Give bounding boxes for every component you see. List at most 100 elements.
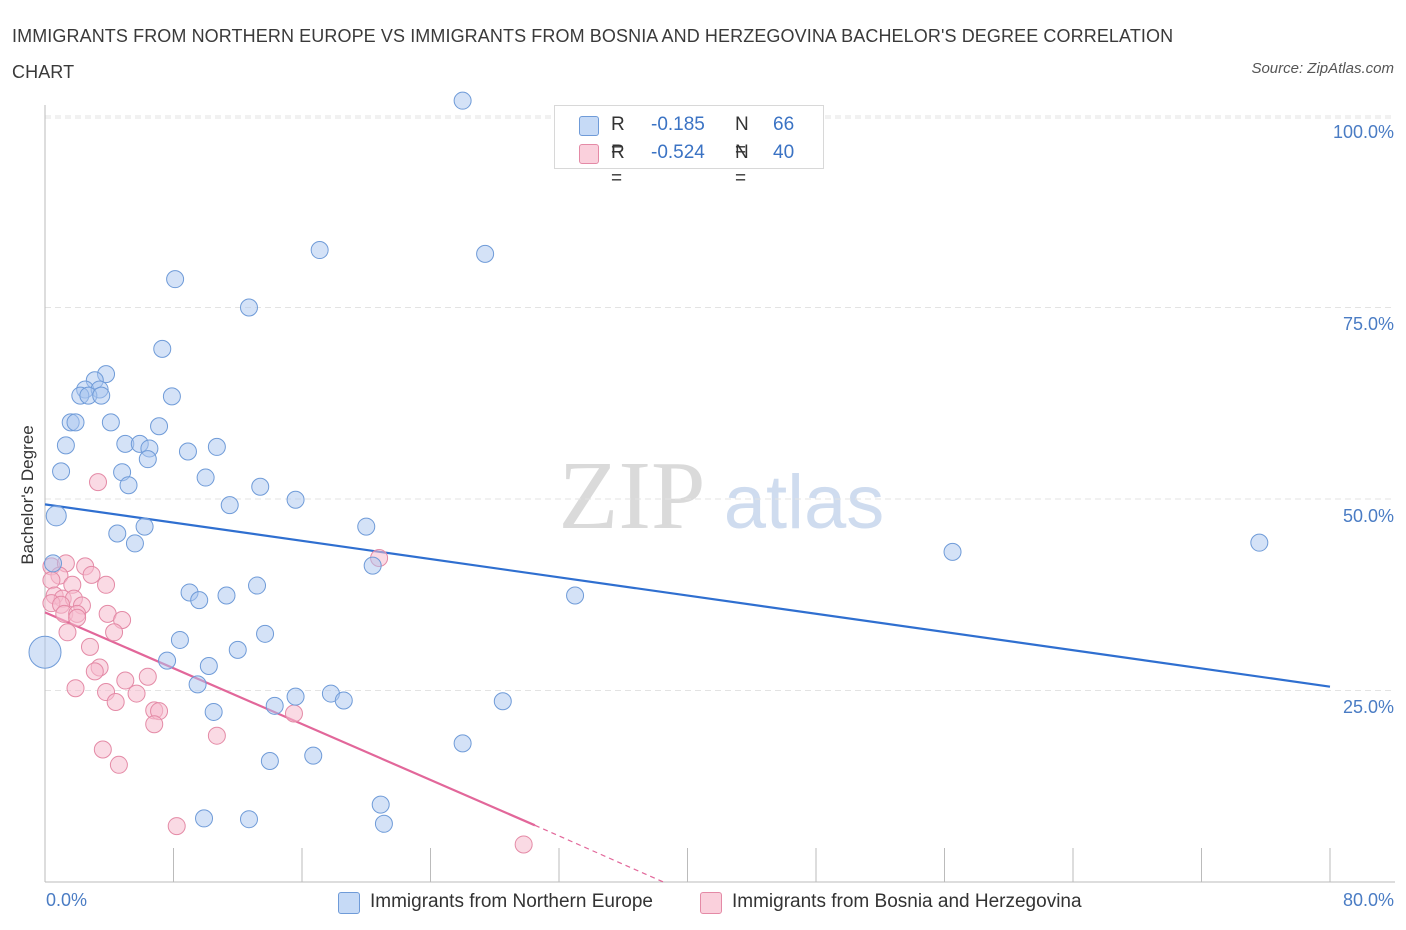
data-point-bosnia xyxy=(66,679,85,698)
data-point-northern-europe xyxy=(153,339,172,358)
data-point-bosnia xyxy=(105,623,124,642)
data-point-northern-europe xyxy=(195,809,214,828)
legend-r-value: -0.185 xyxy=(651,114,705,135)
data-point-bosnia xyxy=(42,571,61,590)
source-label: Source: ZipAtlas.com xyxy=(1251,60,1394,77)
data-point-northern-europe xyxy=(170,630,189,649)
data-point-bosnia xyxy=(109,755,128,774)
data-point-bosnia xyxy=(116,671,135,690)
data-point-bosnia xyxy=(68,608,87,627)
y-axis-label: Bachelor's Degree xyxy=(18,425,37,565)
y-tick-50: 50.0% xyxy=(1342,506,1394,526)
watermark-zip: ZIP xyxy=(559,442,706,550)
x-tick-max: 80.0% xyxy=(1342,890,1394,910)
trendline-northern-europe xyxy=(44,503,1331,688)
data-point-northern-europe xyxy=(217,586,236,605)
legend-r-value: -0.524 xyxy=(651,142,705,163)
trendline-bosnia-extension xyxy=(534,824,664,883)
data-point-northern-europe xyxy=(204,702,223,721)
watermark: ZIP atlas xyxy=(559,442,885,550)
data-point-bosnia xyxy=(80,637,99,656)
data-point-northern-europe xyxy=(108,524,127,543)
data-point-northern-europe xyxy=(199,656,218,675)
data-point-northern-europe xyxy=(265,696,284,715)
data-point-bosnia xyxy=(167,817,186,836)
legend-n-label: N = xyxy=(735,114,749,161)
legend-r-label: R = xyxy=(611,114,625,161)
legend-n-label: N = xyxy=(735,142,749,189)
data-point-northern-europe xyxy=(45,505,67,527)
y-tick-25: 25.0% xyxy=(1342,697,1394,717)
data-point-northern-europe xyxy=(453,91,472,110)
axes xyxy=(44,105,1395,883)
points xyxy=(28,91,1269,854)
data-point-northern-europe xyxy=(28,635,62,669)
data-point-northern-europe xyxy=(286,490,305,509)
watermark-atlas: atlas xyxy=(724,460,885,545)
data-point-northern-europe xyxy=(357,517,376,536)
data-point-northern-europe xyxy=(135,517,154,536)
data-point-northern-europe xyxy=(371,795,390,814)
data-point-northern-europe xyxy=(150,417,169,436)
data-point-northern-europe xyxy=(52,462,71,481)
data-point-northern-europe xyxy=(493,692,512,711)
data-point-northern-europe xyxy=(228,640,247,659)
data-point-northern-europe xyxy=(248,576,267,595)
data-point-northern-europe xyxy=(310,241,329,260)
data-point-northern-europe xyxy=(166,270,185,289)
data-point-northern-europe xyxy=(260,751,279,770)
data-point-northern-europe xyxy=(453,734,472,753)
data-point-northern-europe xyxy=(1250,533,1269,552)
data-point-bosnia xyxy=(145,715,164,734)
data-point-bosnia xyxy=(85,662,104,681)
data-point-northern-europe xyxy=(119,476,138,495)
data-point-northern-europe xyxy=(943,542,962,561)
data-point-northern-europe xyxy=(158,651,177,670)
series-label-bosnia: Immigrants from Bosnia and Herzegovina xyxy=(732,891,1082,912)
data-point-bosnia xyxy=(97,575,116,594)
data-point-northern-europe xyxy=(207,437,226,456)
data-point-northern-europe xyxy=(162,387,181,406)
trendlines xyxy=(44,503,1331,883)
data-point-bosnia xyxy=(284,704,303,723)
data-point-northern-europe xyxy=(239,298,258,317)
data-point-northern-europe xyxy=(56,436,75,455)
data-point-northern-europe xyxy=(251,477,270,496)
legend-n-value: 66 xyxy=(773,114,795,135)
x-tick-min: 0.0% xyxy=(46,890,88,910)
data-point-northern-europe xyxy=(476,244,495,263)
data-point-bosnia xyxy=(207,726,226,745)
data-point-northern-europe xyxy=(196,468,215,487)
data-point-northern-europe xyxy=(178,442,197,461)
legend-swatch-pink xyxy=(579,144,599,164)
data-point-northern-europe xyxy=(101,413,120,432)
data-point-bosnia xyxy=(514,835,533,854)
data-point-northern-europe xyxy=(239,810,258,829)
data-point-northern-europe xyxy=(286,687,305,706)
legend-n-value: 40 xyxy=(773,142,795,163)
data-point-northern-europe xyxy=(44,554,63,573)
data-point-bosnia xyxy=(58,623,77,642)
correlation-legend: R = -0.185 N = 66 R = -0.524 N = 40 xyxy=(554,105,824,189)
data-point-northern-europe xyxy=(304,746,323,765)
data-point-northern-europe xyxy=(256,624,275,643)
data-point-northern-europe xyxy=(66,413,85,432)
data-point-northern-europe xyxy=(334,691,353,710)
legend-swatch-blue xyxy=(579,116,599,136)
data-point-northern-europe xyxy=(138,450,157,469)
y-tick-75: 75.0% xyxy=(1342,314,1394,334)
data-point-bosnia xyxy=(127,684,146,703)
series-swatch-pink xyxy=(700,892,722,914)
y-tick-100: 100.0% xyxy=(1332,122,1394,142)
data-point-northern-europe xyxy=(125,534,144,553)
data-point-bosnia xyxy=(82,565,101,584)
chart-title: IMMIGRANTS FROM NORTHERN EUROPE VS IMMIG… xyxy=(12,26,1174,82)
series-label-northern-europe: Immigrants from Northern Europe xyxy=(370,891,653,912)
data-point-northern-europe xyxy=(92,386,111,405)
data-point-bosnia xyxy=(93,740,112,759)
data-point-northern-europe xyxy=(190,591,209,610)
data-point-northern-europe xyxy=(363,556,382,575)
grid xyxy=(45,115,1395,691)
data-point-northern-europe xyxy=(220,496,239,515)
